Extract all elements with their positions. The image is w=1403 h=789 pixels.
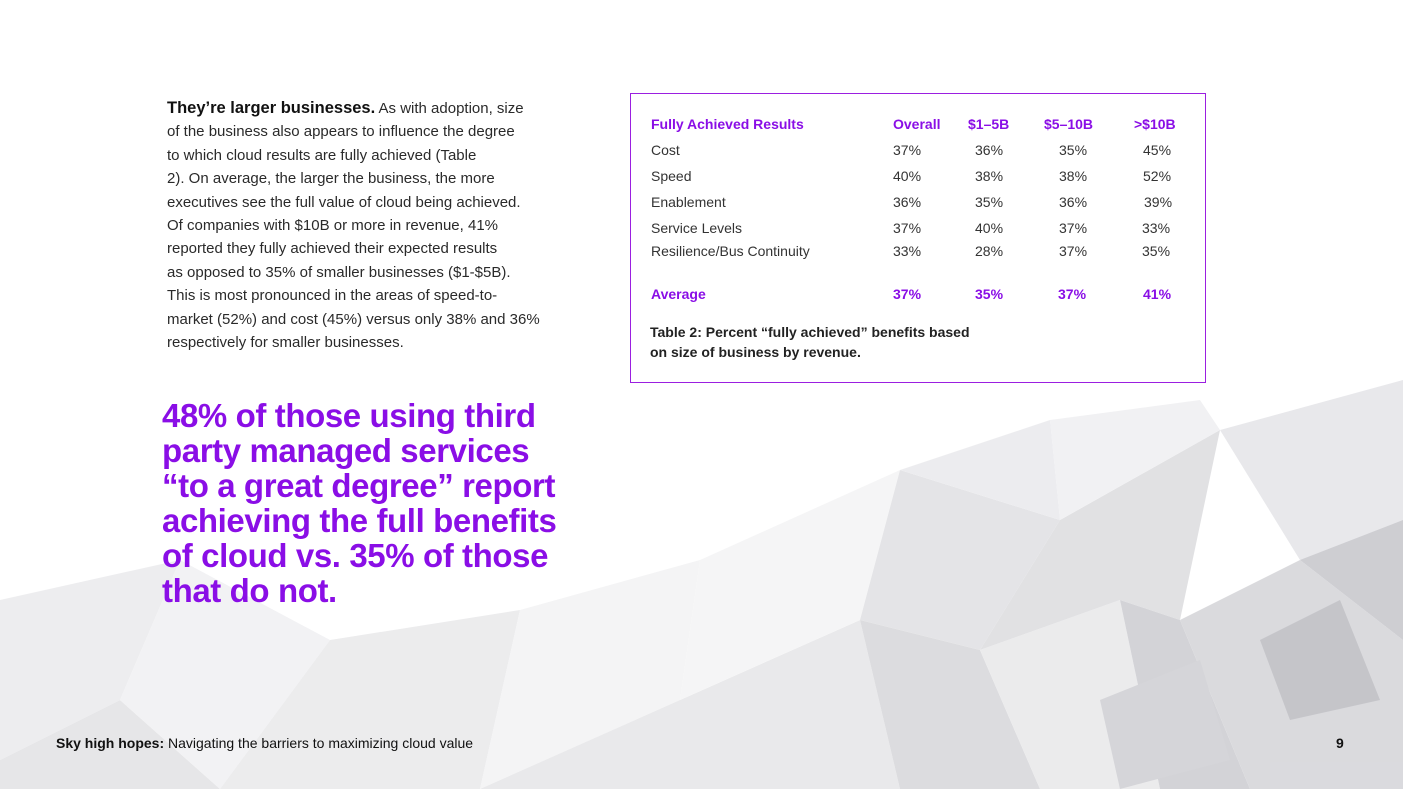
table-average-cell: 41% [1143,286,1172,302]
table-cell: 37% [1059,243,1088,259]
body-line: 2). On average, the larger the business,… [167,170,495,188]
table-row-label: Resilience/Bus Continuity [651,243,810,259]
table-caption-line: Table 2: Percent “fully achieved” benefi… [650,324,970,340]
table-cell: 35% [975,194,1004,210]
table-cell: 45% [1143,142,1172,158]
body-paragraph: They’re larger businesses. As with adopt… [167,97,587,354]
footer-title-bold: Sky high hopes: [56,735,165,751]
table-caption-line: on size of business by revenue. [650,344,861,360]
table-cell: 35% [1142,243,1171,259]
results-table: Fully Achieved Results Overall $1–5B $5–… [630,93,1206,383]
body-line: of the business also appears to influenc… [167,123,515,141]
table-cell: 52% [1143,168,1172,184]
table-header-label: Fully Achieved Results [651,116,804,132]
table-header-5-10b: $5–10B [1044,116,1094,132]
body-line: reported they fully achieved their expec… [167,240,498,258]
table-cell: 28% [975,243,1004,259]
body-line: Of companies with $10B or more in revenu… [167,217,499,235]
footer-document-title: Sky high hopes: Navigating the barriers … [56,735,473,751]
table-cell: 35% [1059,142,1088,158]
table-cell: 37% [893,220,922,236]
pull-quote-line: achieving the full benefits [162,502,557,539]
body-line: As with adoption, size [375,100,524,117]
body-line: respectively for smaller businesses. [167,334,404,352]
table-cell: 37% [1059,220,1088,236]
pull-quote-line: 48% of those using third [162,397,536,434]
table-caption: Table 2: Percent “fully achieved” benefi… [650,322,1010,362]
pull-quote: 48% of those using third party managed s… [162,398,632,608]
table-header-overall: Overall [893,116,941,132]
table-row-label: Enablement [651,194,726,210]
table-average-label: Average [651,286,706,302]
body-line: to which cloud results are fully achieve… [167,146,477,164]
table-cell: 36% [1059,194,1088,210]
table-cell: 40% [893,168,922,184]
table-row-label: Cost [651,142,680,158]
table-cell: 36% [893,194,922,210]
body-line: as opposed to 35% of smaller businesses … [167,263,511,281]
pull-quote-line: party managed services [162,432,530,469]
body-first-line: They’re larger businesses. As with adopt… [167,97,587,120]
table-cell: 39% [1144,194,1173,210]
table-cell: 38% [1059,168,1088,184]
table-row-label: Service Levels [651,220,743,236]
pull-quote-line: of cloud vs. 35% of those [162,537,549,574]
table-cell: 40% [975,220,1004,236]
table-header-over-10b: >$10B [1134,116,1176,132]
table-row-label: Speed [651,168,692,184]
table-cell: 38% [975,168,1004,184]
pull-quote-line: that do not. [162,572,337,609]
table-cell: 37% [893,142,922,158]
body-line: market (52%) and cost (45%) versus only … [167,310,540,328]
table-header-1-5b: $1–5B [968,116,1010,132]
table-average-cell: 37% [1058,286,1087,302]
footer-title-rest: Navigating the barriers to maximizing cl… [164,735,474,751]
table-cell: 33% [1142,220,1171,236]
body-line: executives see the full value of cloud b… [167,193,521,211]
table-cell: 33% [893,243,922,259]
pull-quote-line: “to a great degree” report [162,467,556,504]
table-average-cell: 37% [893,286,922,302]
table-average-cell: 35% [975,286,1004,302]
body-line: This is most pronounced in the areas of … [167,287,498,305]
page-number: 9 [1336,735,1344,751]
table-cell: 36% [975,142,1004,158]
body-lead: They’re larger businesses. [167,99,376,117]
